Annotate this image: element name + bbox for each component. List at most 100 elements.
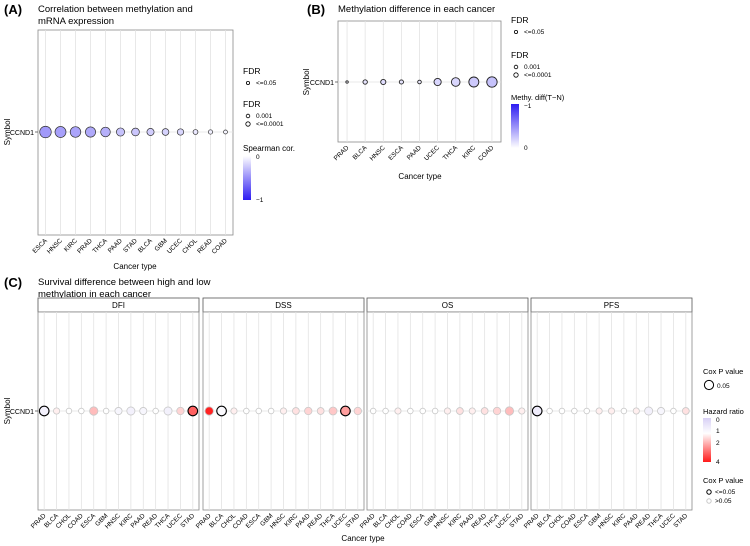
point-dfi-esca (89, 406, 99, 416)
point-esca (398, 79, 404, 85)
panel-a: (A) Correlation between methylation and … (3, 2, 295, 271)
panel-c-pfs-x-tick-stad: STAD (672, 512, 689, 529)
point-dss-stad (353, 406, 362, 416)
point-pfs-read (644, 406, 654, 416)
panel-b-fdr-legend-entry: <=0.05 (524, 29, 545, 36)
point-os-prad (369, 407, 377, 415)
panel-a-color-legend-bar (243, 156, 251, 200)
panel-c-color-legend-tick: 4 (716, 459, 720, 466)
panel-c-size-legend-title: Cox P value (703, 367, 743, 376)
panel-b: (B) Methylation difference in each cance… (302, 2, 565, 181)
panel-a-label: (A) (4, 2, 22, 17)
point-os-gbm (431, 407, 439, 415)
point-pfs-stad (681, 407, 690, 415)
point-coad (223, 129, 228, 135)
point-dss-ucec (340, 405, 351, 417)
facet-x-tick-labels: PRADBLCACHOLCOADESCAGBMHNSCKIRCPAADREADT… (195, 512, 362, 531)
point-pfs-hnsc (607, 407, 616, 415)
point-prad (85, 126, 96, 138)
point-dfi-read (152, 407, 159, 415)
point-pfs-esca (583, 407, 590, 415)
panel-b-fdr-legend-title: FDR (511, 15, 528, 25)
facet-dss: DSS PRADBLCACHOLCOADESCAGBMHNSCKIRCPAADRE… (195, 297, 365, 531)
panel-b-color-legend: Methy. diff(T−N) −1 0 (511, 93, 565, 152)
point-gbm (161, 128, 170, 136)
point-kirc (468, 76, 480, 88)
point-pfs-gbm (595, 407, 603, 415)
point-kirc (69, 126, 82, 138)
panel-a-x-tick-paad: PAAD (107, 237, 124, 254)
panel-b-fdr-legend-entry: 0.001 (524, 64, 541, 71)
point-dfi-blca (53, 407, 61, 415)
panel-c-y-axis-label: Symbol (3, 397, 12, 424)
facet-dfi: DFI PRADBLCACHOLCOADESCAGBMHNSCKIRCPAADRE… (30, 297, 200, 531)
panel-a-fdr-legend-title: FDR (243, 66, 260, 76)
panel-b-label: (B) (307, 2, 325, 17)
point-dfi-stad (187, 405, 199, 417)
point-coad (486, 76, 498, 88)
point-os-blca (382, 407, 389, 415)
panel-c-sig-legend-symbol (706, 498, 712, 504)
panel-c-size-legend: Cox P value 0.05 (703, 367, 743, 391)
point-blca (362, 79, 368, 85)
panel-b-y-axis-label: Symbol (302, 68, 311, 95)
panel-b-fdr-legend-symbol (513, 72, 519, 78)
point-dfi-coad (78, 407, 85, 415)
point-esca (39, 125, 52, 139)
point-dfi-gbm (102, 407, 110, 415)
point-os-paad (468, 407, 476, 415)
point-pfs-blca (546, 407, 553, 415)
panel-a-x-tick-coad: COAD (211, 237, 229, 255)
point-read (207, 129, 214, 135)
facet-strip-label: PFS (604, 301, 620, 310)
panel-a-fdr-legend-symbol (245, 81, 250, 86)
panel-b-x-tick-hnsc: HNSC (369, 144, 387, 162)
panel-b-x-tick-prad: PRAD (333, 144, 351, 162)
facet-strip-label: OS (442, 301, 454, 310)
point-os-kirc (456, 407, 464, 415)
panel-a-x-axis-label: Cancer type (113, 262, 157, 271)
panel-b-fdr-legend-entry: <=0.0001 (524, 72, 552, 79)
panel-b-title: Methylation difference in each cancer (338, 4, 495, 15)
panel-b-x-tick-paad: PAAD (406, 144, 423, 161)
point-dss-prad (204, 406, 214, 416)
panel-a-x-tick-hnsc: HNSC (46, 237, 64, 255)
panel-c-title-line2: methylation in each cancer (38, 289, 151, 300)
point-os-coad (407, 407, 414, 415)
panel-a-fdr-legend: FDR <=0.05 FDR 0.001 <=0.0001 (243, 66, 284, 128)
point-pfs-ucec (670, 407, 677, 415)
point-stad (131, 127, 140, 137)
panel-a-y-axis-label: Symbol (3, 118, 12, 145)
panel-c-sig-legend: Cox P value <=0.05 >0.05 (703, 476, 743, 505)
panel-c-sig-legend-title: Cox P value (703, 476, 743, 485)
panel-a-x-tick-blca: BLCA (137, 237, 154, 254)
panel-a-x-tick-chol: CHOL (181, 237, 199, 255)
panel-b-x-tick-coad: COAD (477, 144, 495, 162)
panel-a-fdr-legend-entry: <=0.05 (256, 80, 277, 87)
facet-pfs: PFS PRADBLCACHOLCOADESCAGBMHNSCKIRCPAADRE… (523, 297, 693, 531)
facet-strip-label: DSS (275, 301, 291, 310)
panel-b-color-legend-bar (511, 104, 519, 148)
panel-c-color-legend-bar (703, 418, 711, 462)
point-prad (345, 80, 349, 84)
point-os-thca (492, 406, 502, 416)
panel-a-color-legend-title: Spearman cor. (243, 144, 295, 153)
panel-a-title-line2: mRNA expression (38, 16, 114, 27)
panel-b-points (345, 76, 498, 88)
panel-c-label: (C) (4, 275, 22, 290)
panel-b-color-legend-tick: −1 (524, 103, 532, 110)
point-paad (417, 79, 422, 85)
point-os-read (480, 407, 489, 415)
point-pfs-prad (531, 405, 543, 417)
point-pfs-thca (657, 407, 666, 415)
point-dss-coad (243, 407, 250, 415)
panel-b-x-tick-esca: ESCA (387, 144, 405, 162)
point-pfs-coad (571, 407, 578, 415)
point-dss-gbm (267, 407, 275, 415)
panel-a-x-tick-ucec: UCEC (166, 237, 184, 255)
panel-c-dfi-x-tick-stad: STAD (179, 512, 196, 529)
point-dss-read (316, 407, 325, 415)
panel-b-color-legend-tick: 0 (524, 145, 528, 152)
panel-a-color-legend-tick: −1 (256, 197, 264, 204)
